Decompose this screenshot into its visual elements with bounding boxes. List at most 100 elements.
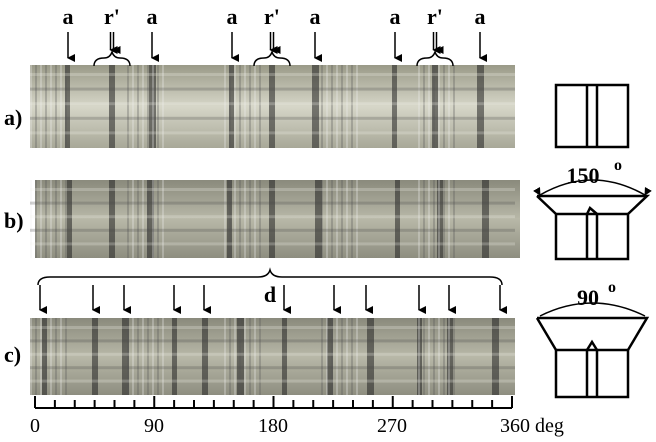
streak — [443, 318, 445, 395]
streak — [227, 180, 232, 258]
streak — [237, 318, 244, 395]
streak — [147, 318, 149, 395]
streak — [35, 318, 37, 395]
streak — [312, 65, 319, 148]
streak — [40, 65, 42, 148]
streak — [326, 318, 328, 395]
streak — [239, 180, 241, 258]
streak — [321, 180, 323, 258]
streak — [447, 318, 453, 395]
streak — [259, 318, 261, 395]
streak — [127, 318, 129, 395]
marker-label: a — [227, 4, 238, 29]
axis-label: 90 — [144, 415, 164, 437]
marker-label: r' — [104, 4, 120, 29]
panel-label: c) — [4, 342, 21, 367]
streak — [229, 318, 231, 395]
streak — [326, 180, 328, 258]
streak — [331, 180, 333, 258]
streak — [30, 326, 515, 329]
streak — [30, 180, 32, 258]
marker-label: a — [310, 4, 321, 29]
streak — [282, 318, 287, 395]
streak — [346, 65, 348, 148]
streak — [224, 65, 226, 148]
streak — [351, 180, 353, 258]
streak — [453, 65, 455, 148]
streak — [336, 318, 338, 395]
streak — [327, 318, 333, 395]
streak — [224, 180, 226, 258]
streak — [341, 180, 343, 258]
streak — [254, 180, 256, 258]
streak — [244, 180, 246, 258]
streak — [55, 318, 57, 395]
streak — [315, 180, 322, 258]
streak — [234, 180, 236, 258]
streak — [395, 180, 400, 258]
streak — [433, 318, 435, 395]
streak — [234, 318, 236, 395]
streak — [30, 73, 515, 76]
streak — [60, 65, 62, 148]
brace — [253, 49, 291, 67]
streak — [367, 318, 374, 395]
streak — [418, 180, 420, 258]
streak — [30, 102, 515, 106]
streak — [172, 318, 177, 395]
streak — [35, 65, 37, 148]
angle-unit: o — [614, 157, 622, 174]
streak — [331, 318, 333, 395]
streak — [443, 65, 445, 148]
axis-label: 270 — [377, 415, 407, 437]
marker-label: a — [390, 4, 401, 29]
streak — [453, 318, 455, 395]
streak — [157, 180, 159, 258]
streak — [147, 180, 154, 258]
streak — [60, 318, 62, 395]
streak — [127, 180, 129, 258]
streak — [448, 318, 450, 395]
streak — [254, 318, 256, 395]
streak — [30, 131, 515, 135]
streak — [346, 318, 348, 395]
streak — [438, 65, 440, 148]
streak — [132, 180, 134, 258]
streak — [30, 318, 32, 395]
streak — [224, 318, 226, 395]
streak — [67, 180, 72, 258]
streak — [42, 318, 47, 395]
streak — [254, 65, 256, 148]
streak — [132, 318, 134, 395]
streak — [30, 65, 32, 148]
streak — [152, 318, 154, 395]
streak — [30, 366, 515, 370]
streak — [249, 65, 251, 148]
streak — [92, 318, 98, 395]
axis-label: 360 deg — [500, 415, 564, 437]
group-label: d — [264, 282, 276, 307]
streak — [137, 65, 139, 148]
streak — [109, 65, 115, 148]
streak — [428, 180, 430, 258]
axis-label: 0 — [30, 415, 40, 437]
streak — [65, 65, 67, 148]
diagrams — [533, 83, 652, 399]
streak — [249, 318, 251, 395]
streak — [149, 65, 156, 148]
streak — [202, 318, 208, 395]
streak — [30, 201, 515, 205]
streak — [30, 242, 515, 246]
streak — [40, 318, 42, 395]
streak — [346, 180, 348, 258]
brace — [37, 267, 503, 286]
streak — [433, 180, 435, 258]
streak — [60, 180, 62, 258]
streak — [45, 318, 47, 395]
streak — [418, 65, 420, 148]
marker-label: a — [147, 4, 158, 29]
streak — [55, 65, 57, 148]
streak — [142, 180, 144, 258]
axis-ticks — [34, 396, 513, 408]
